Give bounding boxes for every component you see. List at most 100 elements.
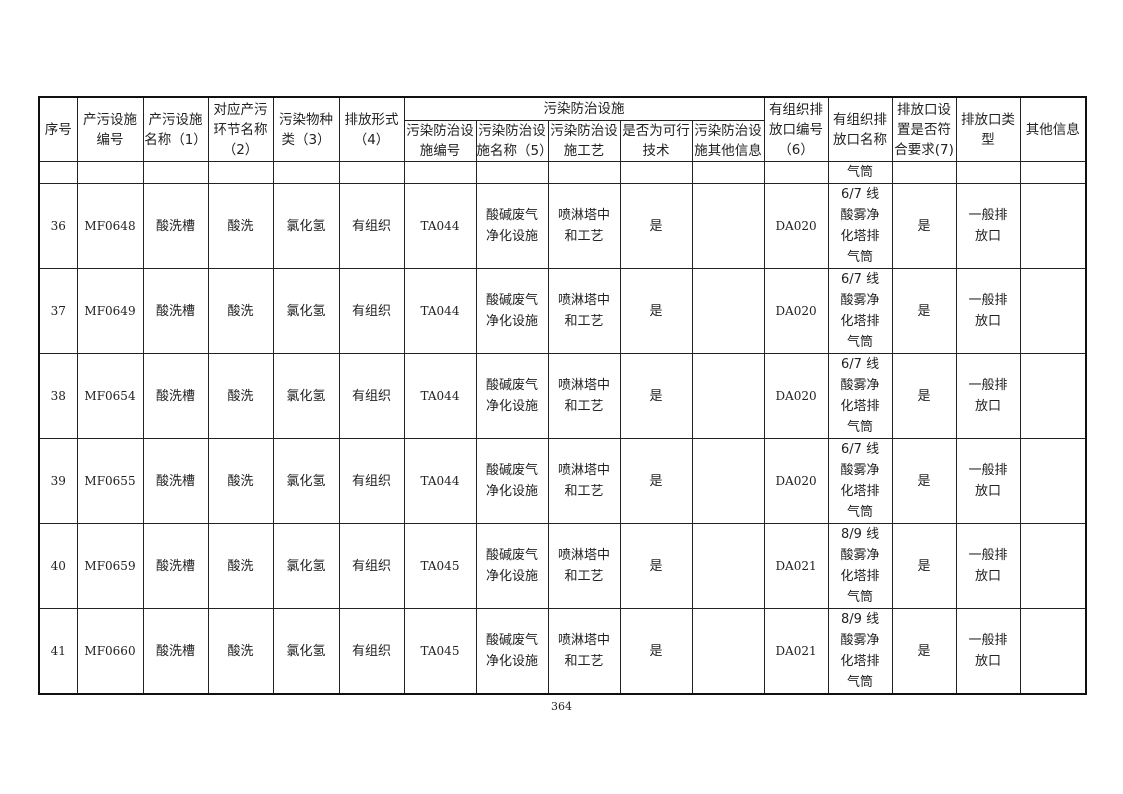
cell-control-process: 喷淋塔中和工艺 (547, 353, 621, 439)
cell-control-id: TA044 (403, 438, 477, 524)
header-outlet-type: 排放口类型 (955, 96, 1021, 162)
cell-outlet-id: DA020 (763, 183, 829, 269)
header-control-other: 污染防治设施其他信息 (691, 120, 765, 162)
cell-emission-form: 有组织 (338, 608, 405, 695)
cell-outlet-id: DA021 (763, 608, 829, 695)
cell-other (1019, 523, 1087, 609)
cell-other (1019, 608, 1087, 695)
cell-facility-id: MF0649 (76, 268, 144, 354)
header-outlet-compliant: 排放口设置是否符合要求(7) (891, 96, 957, 162)
cell-outlet-name: 6/7 线酸雾净化塔排气筒 (827, 183, 893, 269)
cell-emission-form: 有组织 (338, 268, 405, 354)
cell-outlet-id: DA020 (763, 268, 829, 354)
cell-control-process: 喷淋塔中和工艺 (547, 268, 621, 354)
cell-facility-name: 酸洗槽 (142, 438, 209, 524)
cell-outlet-name: 8/9 线酸雾净化塔排气筒 (827, 608, 893, 695)
cell-control-name: 酸碱废气净化设施 (475, 183, 549, 269)
cell-feasible: 是 (619, 438, 693, 524)
cell-outlet-name: 8/9 线酸雾净化塔排气筒 (827, 523, 893, 609)
cell-control-process: 喷淋塔中和工艺 (547, 608, 621, 695)
cell-process-name: 酸洗 (207, 183, 274, 269)
cell-control-other (691, 438, 765, 524)
cell-facility-name: 酸洗槽 (142, 183, 209, 269)
cell-control-process: 喷淋塔中和工艺 (547, 438, 621, 524)
cell-control-name: 酸碱废气净化设施 (475, 353, 549, 439)
cell-facility-id: MF0655 (76, 438, 144, 524)
cell-feasible: 是 (619, 523, 693, 609)
cell-control-other (691, 523, 765, 609)
cell-control-other (691, 183, 765, 269)
page-number: 364 (551, 700, 572, 713)
table-row: 36 MF0648 酸洗槽 酸洗 氯化氢 有组织 TA044 酸碱废气净化设施 喷淋塔中和工艺是… (38, 183, 1087, 269)
table-row: 38 MF0654 酸洗槽 酸洗 氯化氢 有组织 TA044 酸碱废气净化设施 喷淋塔中和工艺是… (38, 353, 1087, 439)
emission-facility-table: 序号 产污设施编号 产污设施名称（1） 对应产污环节名称（2） 污染物种类（3）… (38, 96, 1088, 695)
cell-pollutant: 氯化氢 (272, 353, 340, 439)
cell-outlet-type: 一般排放口 (955, 438, 1021, 524)
cell-outlet-name: 6/7 线酸雾净化塔排气筒 (827, 353, 893, 439)
cell-control-name: 酸碱废气净化设施 (475, 268, 549, 354)
cell-emission-form: 有组织 (338, 438, 405, 524)
cell-control-id: TA044 (403, 268, 477, 354)
cell-other (1019, 353, 1087, 439)
cell-control-id: TA045 (403, 608, 477, 695)
cell-outlet-type: 一般排放口 (955, 608, 1021, 695)
cell-control-other (691, 608, 765, 695)
cell-feasible: 是 (619, 268, 693, 354)
header-control-process: 污染防治设施工艺 (547, 120, 621, 162)
cell-control-name: 酸碱废气净化设施 (475, 438, 549, 524)
header-emission-form: 排放形式（4） (338, 96, 405, 162)
cell-control-other (691, 268, 765, 354)
cell-facility-name: 酸洗槽 (142, 268, 209, 354)
cell-feasible: 是 (619, 183, 693, 269)
cell-seq: 37 (38, 268, 78, 354)
cell-feasible: 是 (619, 608, 693, 695)
cell-process-name: 酸洗 (207, 523, 274, 609)
cell-pollutant: 氯化氢 (272, 438, 340, 524)
cell-control-id: TA044 (403, 353, 477, 439)
cell-seq: 39 (38, 438, 78, 524)
header-seq: 序号 (38, 96, 78, 162)
cell-pollutant: 氯化氢 (272, 268, 340, 354)
header-outlet-id: 有组织排放口编号（6） (763, 96, 829, 162)
cell-pollutant: 氯化氢 (272, 523, 340, 609)
header-control-id: 污染防治设施编号 (403, 120, 477, 162)
table-row: 40 MF0659 酸洗槽 酸洗 氯化氢 有组织 TA045 酸碱废气净化设施 喷淋塔中和工艺是… (38, 523, 1087, 609)
cell-facility-id: MF0654 (76, 353, 144, 439)
cell-outlet-type: 一般排放口 (955, 353, 1021, 439)
cell-outlet-id: DA020 (763, 353, 829, 439)
cell-seq: 41 (38, 608, 78, 695)
cell-seq: 40 (38, 523, 78, 609)
cell-outlet-compliant: 是 (891, 438, 957, 524)
cell-facility-name: 酸洗槽 (142, 353, 209, 439)
header-other: 其他信息 (1019, 96, 1087, 162)
cell-outlet-type: 一般排放口 (955, 183, 1021, 269)
header-control-group: 污染防治设施 (403, 96, 765, 121)
cell-outlet-name: 6/7 线酸雾净化塔排气筒 (827, 438, 893, 524)
cell-control-name: 酸碱废气净化设施 (475, 523, 549, 609)
cell-outlet-type: 一般排放口 (955, 523, 1021, 609)
cell-outlet-id: DA021 (763, 523, 829, 609)
cell-other (1019, 438, 1087, 524)
header-process-name: 对应产污环节名称（2） (207, 96, 274, 162)
cell-pollutant: 氯化氢 (272, 608, 340, 695)
cell-outlet-compliant: 是 (891, 523, 957, 609)
header-facility-name: 产污设施名称（1） (142, 96, 209, 162)
table-row: 39 MF0655 酸洗槽 酸洗 氯化氢 有组织 TA044 酸碱废气净化设施 喷淋塔中和工艺是… (38, 438, 1087, 524)
header-outlet-name: 有组织排放口名称 (827, 96, 893, 162)
cell-outlet-compliant: 是 (891, 183, 957, 269)
cell-other (1019, 268, 1087, 354)
cell-process-name: 酸洗 (207, 608, 274, 695)
cell-facility-name: 酸洗槽 (142, 608, 209, 695)
header-facility-id: 产污设施编号 (76, 96, 144, 162)
continuation-row: 气筒 (38, 161, 1087, 184)
cell-control-id: TA045 (403, 523, 477, 609)
cell-seq: 38 (38, 353, 78, 439)
cell-outlet-compliant: 是 (891, 353, 957, 439)
cell-other (1019, 183, 1087, 269)
table-row: 37 MF0649 酸洗槽 酸洗 氯化氢 有组织 TA044 酸碱废气净化设施 喷淋塔中和工艺是… (38, 268, 1087, 354)
cell-feasible: 是 (619, 353, 693, 439)
header-feasible: 是否为可行技术 (619, 120, 693, 162)
cell-emission-form: 有组织 (338, 523, 405, 609)
cell-outlet-id: DA020 (763, 438, 829, 524)
cell-control-process: 喷淋塔中和工艺 (547, 523, 621, 609)
